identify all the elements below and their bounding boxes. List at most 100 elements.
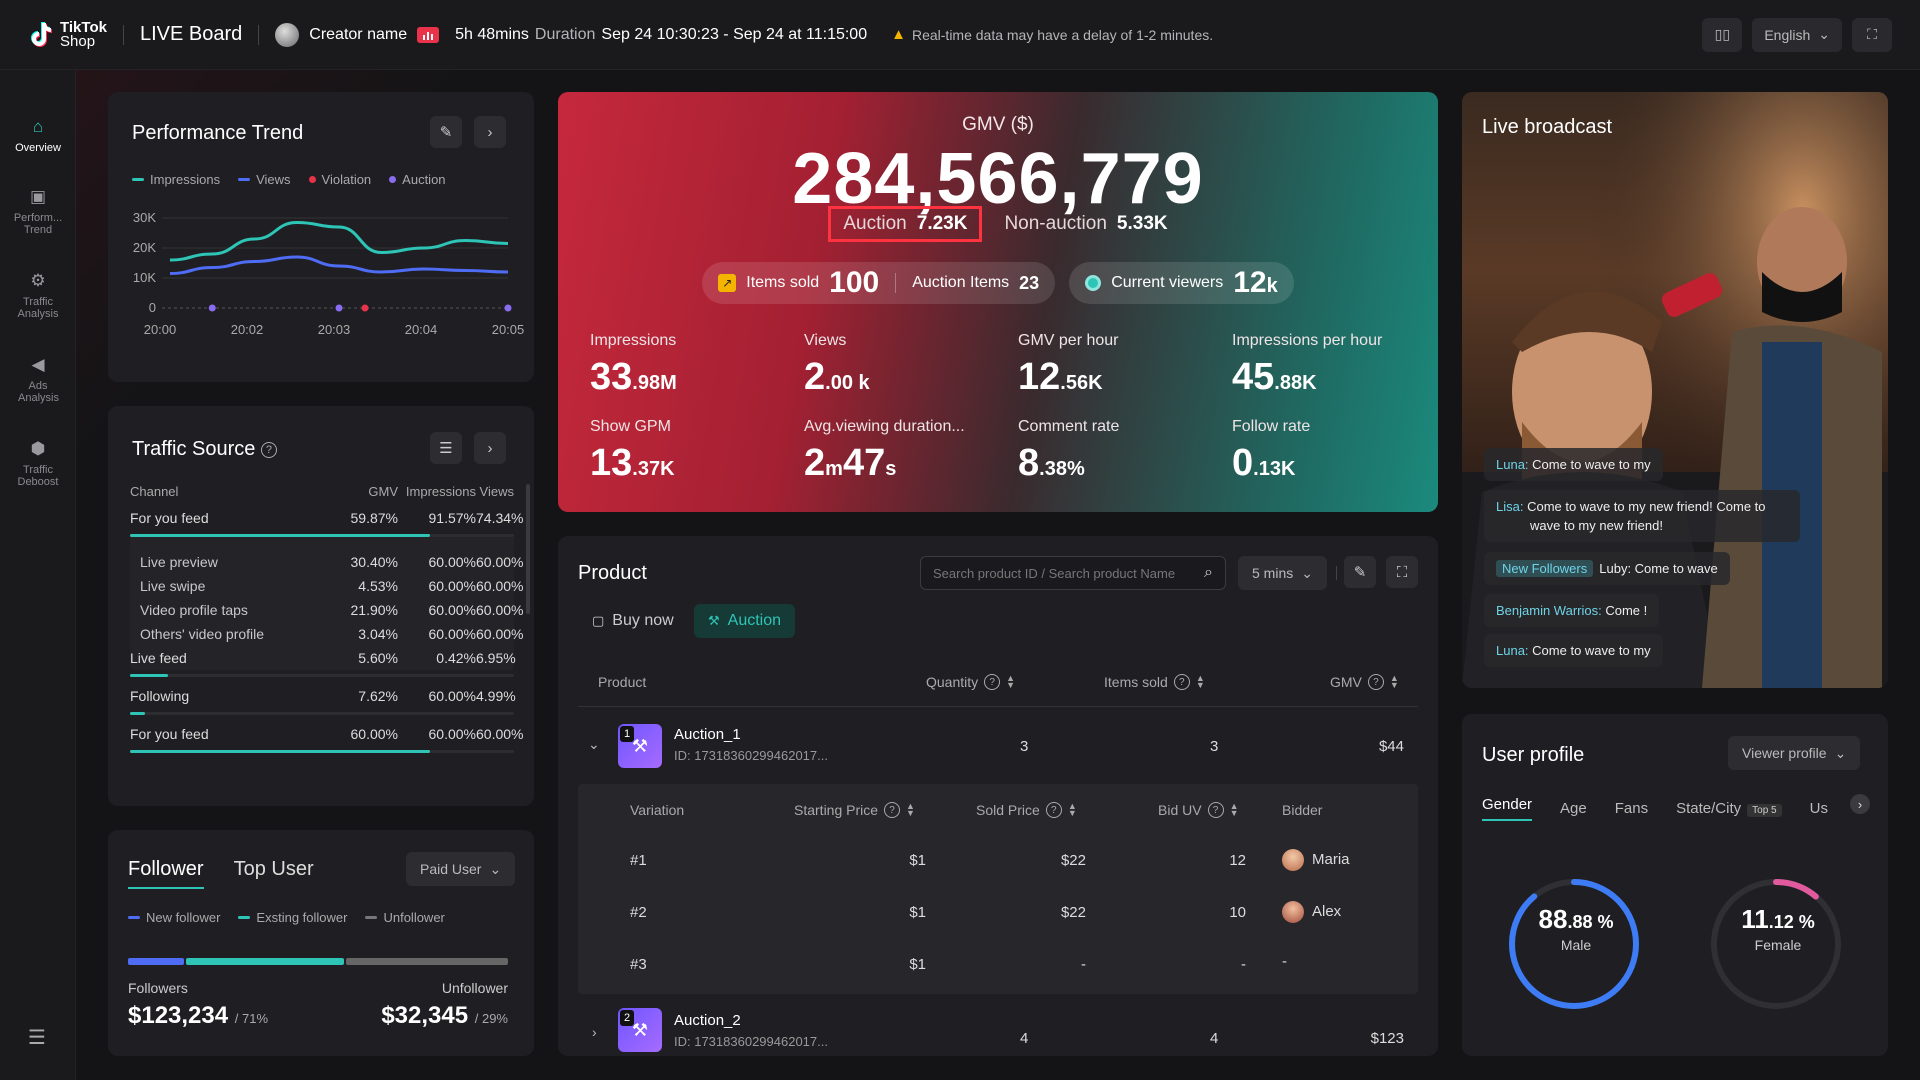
views-share: 74.34%: [476, 510, 524, 526]
channel-name: Following: [130, 688, 190, 704]
product-thumbnail: 2 ⚒: [618, 1008, 662, 1052]
marker-auction[interactable]: [504, 304, 512, 312]
edit-button[interactable]: ✎: [430, 116, 462, 148]
viewer-profile-dropdown[interactable]: Viewer profile ⌄: [1728, 736, 1861, 770]
expand-button[interactable]: ⛶: [1386, 556, 1418, 588]
quantity-cell: 3: [1020, 738, 1029, 755]
live-bars-icon: [417, 26, 440, 43]
marker-violation[interactable]: [361, 304, 369, 312]
traffic-row[interactable]: Video profile taps 21.90% 60.00% 60.00%: [130, 602, 523, 622]
tab-auction[interactable]: ⚒ Auction: [694, 604, 796, 638]
panel-title: Traffic Source ?: [132, 438, 277, 461]
auction-gmv-highlight[interactable]: Auction 7.23K: [828, 206, 983, 242]
stat-label: Views: [804, 332, 847, 349]
col-items-sold[interactable]: Items sold? ▲ ▼: [1104, 673, 1205, 690]
sidebar-item-traffic-analysis[interactable]: ⚙ Traffic Analysis: [0, 272, 76, 321]
bid-uv: -: [1241, 956, 1246, 973]
creator-info[interactable]: Creator name: [275, 22, 440, 47]
chat-message: Benjamin Warrios: Come !: [1484, 594, 1660, 627]
col-sold-price[interactable]: Sold Price? ▲ ▼: [976, 801, 1077, 818]
next-button[interactable]: ›: [474, 116, 506, 148]
traffic-row[interactable]: Following 7.62% 60.00% 4.99%: [130, 688, 516, 708]
fullscreen-button[interactable]: ⛶: [1852, 17, 1892, 52]
product-search-input[interactable]: Search product ID / Search product Name ⌕: [920, 556, 1226, 590]
follower-legend: New follower Exsting follower Unfollower: [128, 910, 445, 925]
sidebar-item-traffic-deboost[interactable]: ⬢ Traffic Deboost: [0, 440, 76, 489]
help-icon: ?: [984, 674, 1001, 690]
paid-user-dropdown[interactable]: Paid User ⌄: [406, 852, 516, 886]
male-donut-arc: [1509, 879, 1639, 1009]
col-quantity[interactable]: Quantity? ▲ ▼: [926, 673, 1016, 690]
tab-fans[interactable]: Fans: [1614, 800, 1649, 817]
traffic-row[interactable]: Others' video profile 3.04% 60.00% 60.00%: [130, 626, 523, 646]
scrollbar[interactable]: [526, 484, 530, 614]
gavel-icon: ⚒: [631, 735, 649, 756]
chevron-right-icon: ›: [487, 439, 493, 457]
x-tick-label: 20:04: [405, 322, 438, 337]
tab-us[interactable]: Us: [1809, 800, 1828, 817]
sidebar-item-label: Perform... Trend: [13, 212, 63, 236]
layout-toggle-button[interactable]: ▯▯: [1702, 17, 1743, 52]
next-button[interactable]: ›: [474, 432, 506, 464]
traffic-row[interactable]: Live feed 5.60% 0.42% 6.95%: [130, 650, 516, 670]
interval-dropdown[interactable]: 5 mins ⌄: [1238, 556, 1327, 590]
panel-title: User profile: [1482, 744, 1585, 766]
sidebar-item-label: Traffic Analysis: [17, 296, 59, 320]
col-bid-uv[interactable]: Bid UV? ▲ ▼: [1158, 801, 1239, 818]
male-stat: 88.88 % Male: [1538, 904, 1614, 953]
chevron-right-icon: ›: [1857, 796, 1863, 812]
gmv-share: 3.04%: [358, 626, 398, 642]
scroll-right-button[interactable]: ›: [1850, 794, 1870, 814]
traffic-row[interactable]: Live swipe 4.53% 60.00% 60.00%: [130, 578, 523, 598]
stat-value: 2.00 k: [804, 356, 870, 398]
sidebar-item-label: Traffic Deboost: [17, 464, 59, 488]
help-icon[interactable]: ?: [260, 441, 277, 458]
list-view-button[interactable]: ☰: [430, 432, 462, 464]
tab-follower[interactable]: Follower: [128, 858, 204, 889]
tab-state-city[interactable]: State/City Top 5: [1676, 800, 1782, 817]
language-value: English: [1764, 26, 1811, 43]
edit-button[interactable]: ✎: [1344, 556, 1376, 588]
col-starting-price[interactable]: Starting Price? ▲ ▼: [794, 801, 915, 818]
starting-price: $1: [909, 956, 926, 973]
chevron-down-icon[interactable]: ⌄: [588, 736, 600, 752]
sold-price: $22: [1060, 904, 1086, 921]
product-name: Auction_2: [674, 1012, 741, 1029]
gmv-cell: $123: [1370, 1030, 1404, 1047]
viewers-value: 12k: [1233, 266, 1278, 299]
traffic-row[interactable]: Live preview 30.40% 60.00% 60.00%: [130, 554, 523, 574]
col-gmv[interactable]: GMV? ▲ ▼: [1330, 673, 1399, 690]
stat-label: Follow rate: [1232, 418, 1311, 435]
tiktok-shop-logo[interactable]: TikTok Shop: [28, 18, 107, 49]
sidebar-item-ads-analysis[interactable]: ◀ Ads Analysis: [0, 356, 76, 405]
stat-card: Views 2.00 k: [804, 332, 1004, 399]
tab-top-user[interactable]: Top User: [233, 858, 314, 880]
legend-impressions: Impressions: [132, 172, 220, 187]
bar-unfollower: [346, 958, 508, 965]
logo-line-1: TikTok: [60, 18, 107, 36]
impressions-share: 60.00%: [428, 602, 476, 618]
language-select[interactable]: English ⌄: [1752, 17, 1842, 52]
traffic-row[interactable]: For you feed 60.00% 60.00% 60.00%: [130, 726, 523, 746]
divider: [1336, 566, 1337, 580]
gmv-share: 21.90%: [350, 602, 398, 618]
sidebar-item-overview[interactable]: ⌂ Overview: [0, 118, 76, 155]
gmv-cell: $44: [1378, 738, 1404, 755]
bid-uv: 12: [1229, 852, 1246, 869]
bid-uv: 10: [1229, 904, 1246, 921]
live-broadcast-panel[interactable]: Live broadcast Luna: Come to wave to my …: [1462, 92, 1888, 688]
chevron-right-icon[interactable]: ›: [592, 1024, 597, 1040]
marker-auction[interactable]: [208, 304, 216, 312]
legend-auction: Auction: [389, 172, 446, 187]
panel-title: Live broadcast: [1482, 116, 1613, 138]
tab-buy-now[interactable]: ▢ Buy now: [592, 612, 674, 629]
traffic-row[interactable]: For you feed 59.87% 91.57% 74.34%: [130, 510, 524, 530]
followers-label: Followers: [128, 980, 188, 996]
collapse-menu-icon[interactable]: ☰: [28, 1027, 46, 1049]
auction-value: 7.23K: [916, 213, 968, 234]
impressions-share: 60.00%: [428, 554, 476, 570]
tab-gender[interactable]: Gender: [1482, 796, 1533, 821]
marker-auction[interactable]: [335, 304, 343, 312]
sidebar-item-performance-trend[interactable]: ▣ Perform... Trend: [0, 188, 76, 237]
tab-age[interactable]: Age: [1560, 800, 1587, 817]
